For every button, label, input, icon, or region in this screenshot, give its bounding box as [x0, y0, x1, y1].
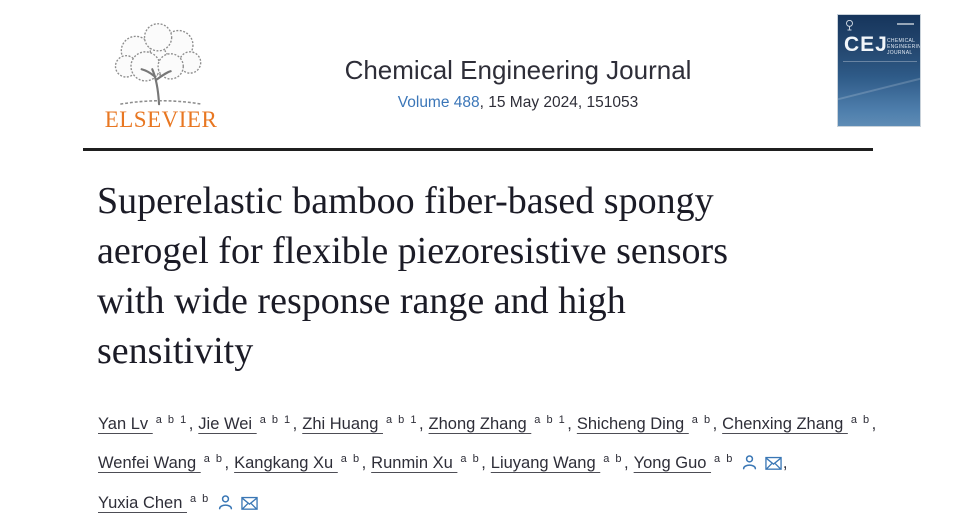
issue-info: , 15 May 2024, 151053 — [479, 94, 639, 111]
journal-issue-line: Volume 488, 15 May 2024, 151053 — [258, 94, 778, 112]
author-separator: , — [567, 415, 572, 433]
author-entry: Liuyang Wang a b, — [491, 445, 629, 484]
envelope-icon[interactable] — [765, 448, 782, 485]
author-entry: Zhi Huang a b 1, — [302, 406, 423, 445]
author-entry: Zhong Zhang a b 1, — [429, 406, 572, 445]
author-link[interactable]: Zhi Huang — [302, 415, 383, 433]
author-affiliation-superscript[interactable]: a b 1 — [259, 414, 292, 426]
author-entry: Jie Wei a b 1, — [198, 406, 297, 445]
person-icon[interactable] — [741, 448, 758, 485]
volume-link[interactable]: Volume 488 — [397, 94, 480, 111]
author-entry: Shicheng Ding a b, — [577, 406, 717, 445]
author-separator: , — [712, 415, 718, 433]
author-affiliation-superscript[interactable]: a b — [203, 453, 224, 465]
author-link[interactable]: Yan Lv — [98, 415, 153, 433]
cover-art-line — [838, 72, 920, 103]
journal-title-link[interactable]: Chemical Engineering Journal — [344, 55, 692, 85]
author-entry: Kangkang Xu a b, — [234, 445, 366, 484]
article-title: Superelastic bamboo fiber-based spongy a… — [97, 180, 728, 372]
author-separator: , — [871, 415, 877, 433]
author-link[interactable]: Jie Wei — [198, 415, 257, 433]
header-divider — [83, 148, 873, 151]
author-affiliation-superscript[interactable]: a b 1 — [385, 414, 418, 426]
author-link[interactable]: Kangkang Xu — [234, 454, 338, 472]
cover-emblem-icon — [846, 20, 853, 31]
cover-top-text — [897, 23, 914, 25]
author-list: Yan Lv a b 1, Jie Wei a b 1, Zhi Huang a b… — [98, 406, 922, 525]
author-entry: Yong Guo a b, — [634, 445, 788, 485]
author-affiliation-superscript[interactable]: a b 1 — [534, 414, 567, 426]
journal-block: Chemical Engineering Journal Volume 488,… — [258, 54, 778, 112]
author-separator: , — [361, 454, 367, 472]
author-link[interactable]: Liuyang Wang — [490, 454, 601, 472]
author-separator: , — [188, 415, 194, 433]
author-affiliation-superscript[interactable]: a b — [340, 453, 361, 465]
author-separator: , — [292, 415, 298, 433]
author-affiliation-superscript[interactable]: a b — [714, 453, 734, 465]
envelope-icon[interactable] — [241, 488, 258, 525]
author-link[interactable]: Shicheng Ding — [576, 415, 689, 433]
author-separator: , — [224, 454, 230, 472]
author-entry: Chenxing Zhang a b, — [722, 406, 876, 445]
publisher-name: ELSEVIER — [104, 107, 218, 132]
author-link[interactable]: Yong Guo — [633, 454, 712, 472]
elsevier-logo[interactable]: ELSEVIER — [98, 16, 224, 138]
author-entry: Runmin Xu a b, — [371, 445, 486, 484]
author-separator: , — [481, 454, 486, 472]
author-entry: Yan Lv a b 1, — [98, 406, 193, 445]
author-affiliation-superscript[interactable]: a b — [460, 453, 481, 465]
author-affiliation-superscript[interactable]: a b — [691, 414, 712, 426]
author-link[interactable]: Wenfei Wang — [98, 454, 201, 472]
journal-cover-thumbnail[interactable]: CEJ CHEMICAL ENGINEERING JOURNAL — [837, 14, 921, 127]
cover-journal-abbrev: CEJ — [844, 33, 888, 56]
author-entry: Wenfei Wang a b, — [98, 445, 229, 484]
person-icon[interactable] — [217, 488, 234, 525]
author-separator: , — [418, 415, 424, 433]
author-affiliation-superscript[interactable]: a b — [189, 493, 210, 505]
author-link[interactable]: Chenxing Zhang — [722, 415, 848, 433]
author-link[interactable]: Zhong Zhang — [428, 415, 532, 433]
author-affiliation-superscript[interactable]: a b — [603, 453, 624, 465]
author-affiliation-superscript[interactable]: a b 1 — [155, 414, 188, 426]
author-separator: , — [782, 454, 788, 472]
author-entry: Yuxia Chen a b — [98, 485, 258, 525]
cover-rule — [843, 61, 917, 62]
author-affiliation-superscript[interactable]: a b — [850, 414, 871, 426]
author-link[interactable]: Yuxia Chen — [98, 494, 187, 512]
cover-journal-subtitle: CHEMICAL ENGINEERING JOURNAL — [887, 38, 921, 56]
author-link[interactable]: Runmin Xu — [371, 454, 458, 472]
author-separator: , — [624, 454, 629, 472]
elsevier-tree-icon — [114, 23, 202, 106]
